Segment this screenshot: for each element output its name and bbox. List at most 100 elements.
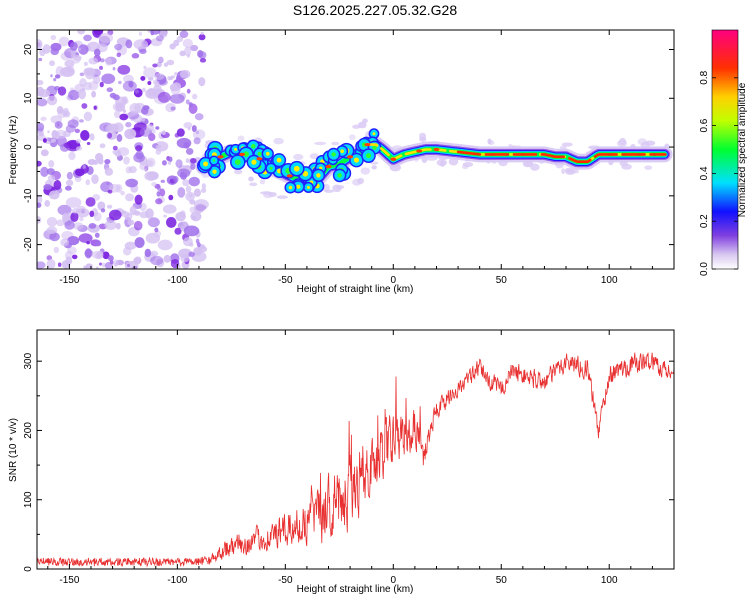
ridge-blob	[269, 166, 273, 170]
noise-speckle	[40, 149, 49, 157]
noise-speckle	[62, 212, 70, 223]
snr-y-tick-label: 0	[23, 566, 34, 572]
noise-speckle	[134, 265, 138, 269]
noise-speckle	[98, 157, 104, 165]
noise-speckle	[125, 178, 139, 188]
ridge-halo-speckle	[619, 137, 627, 146]
noise-speckle	[119, 113, 129, 121]
noise-speckle	[190, 44, 199, 52]
spectrogram-x-tick-label: -150	[59, 275, 79, 286]
colorbar-tick-label: 0.8	[699, 70, 710, 84]
ridge-core-red	[456, 150, 667, 163]
noise-speckle	[145, 232, 161, 244]
noise-speckle	[66, 65, 75, 73]
noise-speckle	[182, 179, 190, 187]
noise-speckle	[83, 265, 86, 269]
noise-speckle	[88, 57, 99, 65]
noise-speckle-layer	[37, 30, 670, 269]
noise-speckle	[176, 137, 192, 149]
noise-speckle	[63, 107, 69, 117]
ridge-halo-speckle	[462, 164, 469, 170]
ridge-blob	[372, 145, 377, 150]
ridge-blob	[251, 144, 256, 149]
colorbar-label: Normalized spectral amplitude	[737, 82, 748, 217]
noise-speckle	[171, 82, 182, 91]
noise-speckle	[87, 159, 97, 166]
noise-speckle	[93, 48, 101, 57]
ridge-hotspot	[416, 149, 423, 153]
snr-panel: -150 -100 -50 0 50 100 0 100 200 300 Height of st…	[8, 329, 675, 595]
snr-ticks: -150 -100 -50 0 50 100 0 100 200 300	[23, 330, 674, 586]
noise-speckle	[154, 141, 169, 152]
noise-speckle	[85, 197, 96, 207]
noise-speckle	[49, 232, 60, 242]
noise-speckle	[37, 202, 42, 208]
ridge-blob	[372, 132, 376, 136]
noise-speckle	[65, 179, 74, 187]
noise-speckle	[79, 72, 85, 77]
noise-speckle	[40, 166, 49, 177]
ridge-blob	[251, 159, 257, 165]
noise-speckle	[47, 175, 56, 182]
noise-speckle	[70, 212, 79, 222]
ridge-hotspot	[364, 143, 371, 147]
noise-speckle	[84, 248, 93, 259]
noise-speckle	[134, 89, 140, 94]
noise-speckle	[73, 222, 84, 230]
noise-speckle	[50, 74, 53, 78]
chart-title: S126.2025.227.05.32.G28	[292, 2, 458, 18]
noise-speckle	[188, 176, 200, 187]
ridge-hotspot	[217, 155, 224, 159]
noise-speckle	[173, 39, 180, 47]
noise-speckle	[78, 47, 82, 51]
noise-speckle	[85, 263, 93, 269]
ridge-halo-speckle	[637, 138, 647, 146]
noise-speckle	[194, 113, 204, 121]
noise-speckle	[170, 106, 176, 111]
noise-speckle	[83, 61, 88, 67]
ridge-halo-speckle	[357, 177, 365, 185]
noise-speckle	[178, 264, 181, 269]
noise-speckle	[133, 152, 145, 163]
noise-speckle	[99, 262, 102, 266]
noise-speckle	[125, 121, 132, 128]
noise-speckle	[159, 188, 166, 197]
noise-speckle	[64, 185, 72, 191]
snr-frame	[36, 329, 675, 570]
colorbar-tick-label: 0.2	[699, 214, 710, 228]
noise-speckle	[200, 31, 204, 36]
noise-speckle	[68, 151, 76, 161]
noise-speckle	[125, 166, 132, 174]
noise-speckle	[74, 83, 85, 93]
noise-speckle	[154, 227, 159, 233]
noise-speckle	[64, 60, 75, 68]
noise-speckle	[51, 138, 57, 143]
noise-speckle	[57, 123, 60, 127]
spectrogram-y-tick-label: -10	[23, 188, 34, 203]
noise-speckle	[176, 128, 185, 137]
noise-speckle	[117, 147, 130, 157]
ridge-halo-speckle	[561, 168, 566, 175]
spectrogram-y-tick-label: 10	[23, 92, 34, 104]
ridge-hotspot	[390, 157, 397, 161]
noise-speckle	[48, 159, 55, 168]
noise-speckle	[64, 220, 75, 230]
noise-speckle	[47, 130, 50, 134]
colorbar-frame	[711, 29, 739, 270]
noise-speckle	[43, 184, 52, 190]
noise-speckle	[37, 261, 46, 269]
noise-speckle	[80, 130, 90, 141]
noise-speckle	[75, 138, 82, 144]
noise-speckle	[152, 79, 158, 85]
noise-speckle	[162, 204, 177, 214]
ridge-blob	[276, 157, 282, 163]
spectrogram-frame	[36, 29, 675, 270]
noise-speckle	[131, 53, 140, 59]
noise-speckle	[69, 41, 78, 51]
noise-speckle	[125, 193, 134, 202]
noise-speckle	[63, 142, 72, 149]
noise-speckle	[161, 160, 167, 166]
noise-speckle	[163, 214, 167, 218]
noise-speckle	[74, 168, 85, 177]
noise-speckle	[147, 80, 152, 86]
